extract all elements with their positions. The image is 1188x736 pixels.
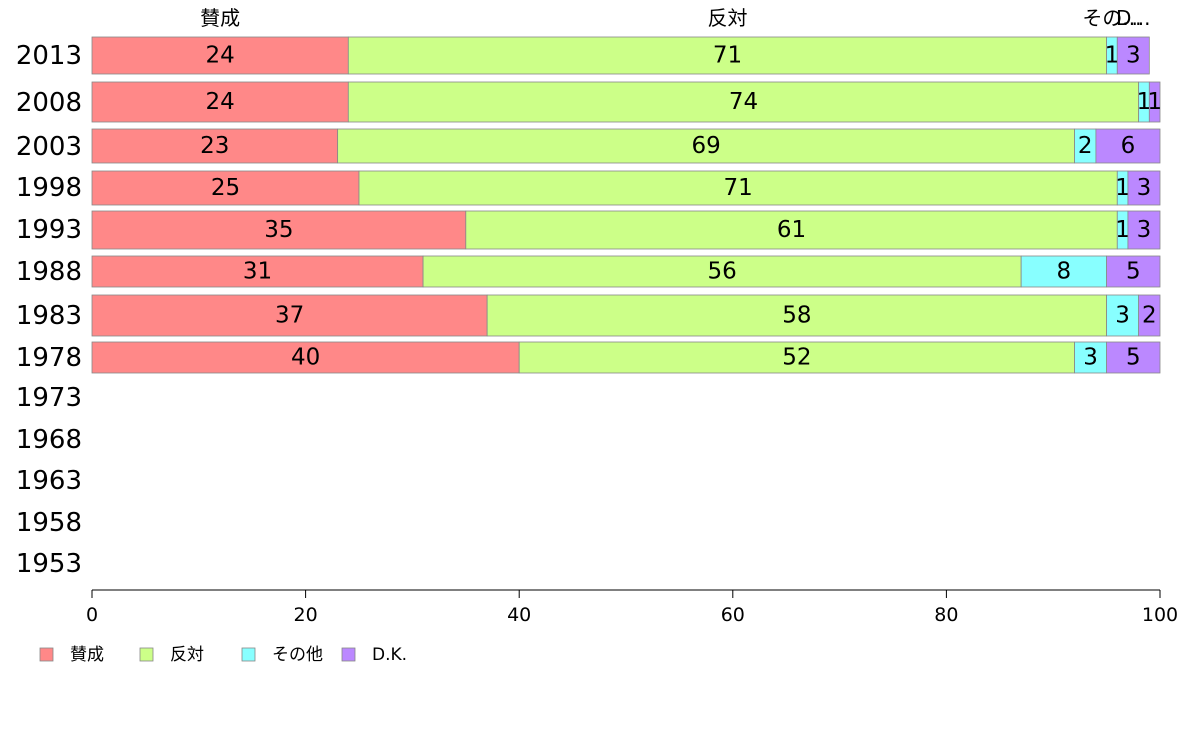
legend: 賛成 反対 その他 D.K. bbox=[39, 645, 407, 665]
x-tick-label: 20 bbox=[294, 604, 318, 626]
data-label: 74 bbox=[729, 89, 758, 115]
y-tick-label: 1978 bbox=[16, 343, 82, 373]
data-label: 61 bbox=[777, 217, 806, 243]
data-label: 3 bbox=[1083, 345, 1098, 371]
data-label: 3 bbox=[1137, 217, 1152, 243]
bar-segment bbox=[91, 170, 360, 206]
legend-label: 賛成 bbox=[70, 645, 104, 665]
bar-segment bbox=[422, 255, 1022, 288]
x-tick-label: 40 bbox=[507, 604, 531, 626]
bar-segment bbox=[347, 81, 1140, 123]
data-label: 24 bbox=[206, 43, 235, 69]
data-label: 58 bbox=[782, 303, 811, 329]
bar-segment bbox=[1095, 128, 1161, 164]
y-tick-label: 1953 bbox=[16, 549, 82, 579]
y-tick-label: 1998 bbox=[16, 173, 82, 203]
data-label: 3 bbox=[1137, 175, 1152, 201]
y-tick-label: 2008 bbox=[16, 88, 82, 118]
series-header-labels: 賛成 反対 その...D... bbox=[200, 6, 1150, 30]
x-tick-label: 80 bbox=[934, 604, 958, 626]
x-tick-label: 60 bbox=[721, 604, 745, 626]
series-header-label: 賛成 bbox=[200, 6, 240, 30]
data-label: 23 bbox=[200, 133, 229, 159]
data-label: 1 bbox=[1105, 43, 1120, 69]
series-header-label: D... bbox=[1116, 6, 1150, 30]
data-label: 69 bbox=[691, 133, 720, 159]
y-tick-label: 1958 bbox=[16, 508, 82, 538]
data-label: 1 bbox=[1115, 217, 1130, 243]
bar-segment bbox=[91, 341, 520, 374]
bar-segment bbox=[1148, 81, 1161, 123]
legend-label: 反対 bbox=[170, 645, 204, 665]
data-label: 71 bbox=[723, 175, 752, 201]
bar-segment bbox=[347, 36, 1108, 75]
bar-segment bbox=[1116, 36, 1150, 75]
legend-label: D.K. bbox=[372, 645, 407, 665]
bar-segment bbox=[486, 294, 1108, 337]
data-label: 25 bbox=[211, 175, 240, 201]
bar-segment bbox=[1106, 294, 1140, 337]
data-label: 1 bbox=[1115, 175, 1130, 201]
data-label: 6 bbox=[1121, 133, 1136, 159]
bar-segment bbox=[1138, 294, 1161, 337]
bar-segment bbox=[465, 210, 1118, 250]
x-axis: 0 20 40 60 80 100 bbox=[86, 589, 1178, 626]
bar-segment bbox=[91, 294, 488, 337]
data-label: 8 bbox=[1057, 259, 1072, 285]
data-label: 40 bbox=[291, 345, 320, 371]
y-tick-label: 2003 bbox=[16, 132, 82, 162]
bar-segment bbox=[1106, 341, 1161, 374]
legend-label: その他 bbox=[272, 645, 323, 665]
bar-segment bbox=[91, 36, 349, 75]
y-tick-label: 1968 bbox=[16, 425, 82, 455]
data-label: 5 bbox=[1126, 345, 1141, 371]
data-label: 31 bbox=[243, 259, 272, 285]
bar-segment bbox=[358, 170, 1118, 206]
bar-segment bbox=[1106, 255, 1161, 288]
y-tick-label: 2013 bbox=[16, 41, 82, 71]
data-label: 2 bbox=[1142, 303, 1157, 329]
data-label: 52 bbox=[782, 345, 811, 371]
data-label: 3 bbox=[1126, 43, 1141, 69]
series-header-label: 反対 bbox=[707, 6, 747, 30]
y-tick-label: 1973 bbox=[16, 383, 82, 413]
data-label: 56 bbox=[707, 259, 736, 285]
y-tick-label: 1993 bbox=[16, 215, 82, 245]
y-tick-label: 1988 bbox=[16, 257, 82, 287]
bar-segment bbox=[1074, 341, 1108, 374]
bar-segment bbox=[91, 255, 424, 288]
series-header-label: その... bbox=[1082, 6, 1141, 30]
bar-segment bbox=[1127, 170, 1161, 206]
legend-swatch bbox=[139, 647, 154, 662]
bar-segment bbox=[91, 210, 467, 250]
y-tick-label: 1983 bbox=[16, 301, 82, 331]
x-tick-label: 0 bbox=[86, 604, 98, 626]
x-tick-label: 100 bbox=[1142, 604, 1178, 626]
data-label: 2 bbox=[1078, 133, 1093, 159]
data-label: 35 bbox=[264, 217, 293, 243]
data-label: 1 bbox=[1137, 89, 1152, 115]
data-label: 24 bbox=[206, 89, 235, 115]
legend-swatch bbox=[341, 647, 356, 662]
data-label: 1 bbox=[1147, 89, 1162, 115]
data-label: 5 bbox=[1126, 259, 1141, 285]
y-tick-label: 1963 bbox=[16, 466, 82, 496]
bar-segment bbox=[1127, 210, 1161, 250]
legend-swatch bbox=[39, 647, 54, 662]
legend-swatch bbox=[241, 647, 256, 662]
bar-segment bbox=[518, 341, 1075, 374]
data-label: 3 bbox=[1115, 303, 1130, 329]
bar-segment bbox=[1020, 255, 1107, 288]
data-label: 71 bbox=[713, 43, 742, 69]
data-label: 37 bbox=[275, 303, 304, 329]
y-axis: 2013 2008 2003 1998 1993 1988 1983 1978 1973 1968… bbox=[16, 41, 82, 579]
